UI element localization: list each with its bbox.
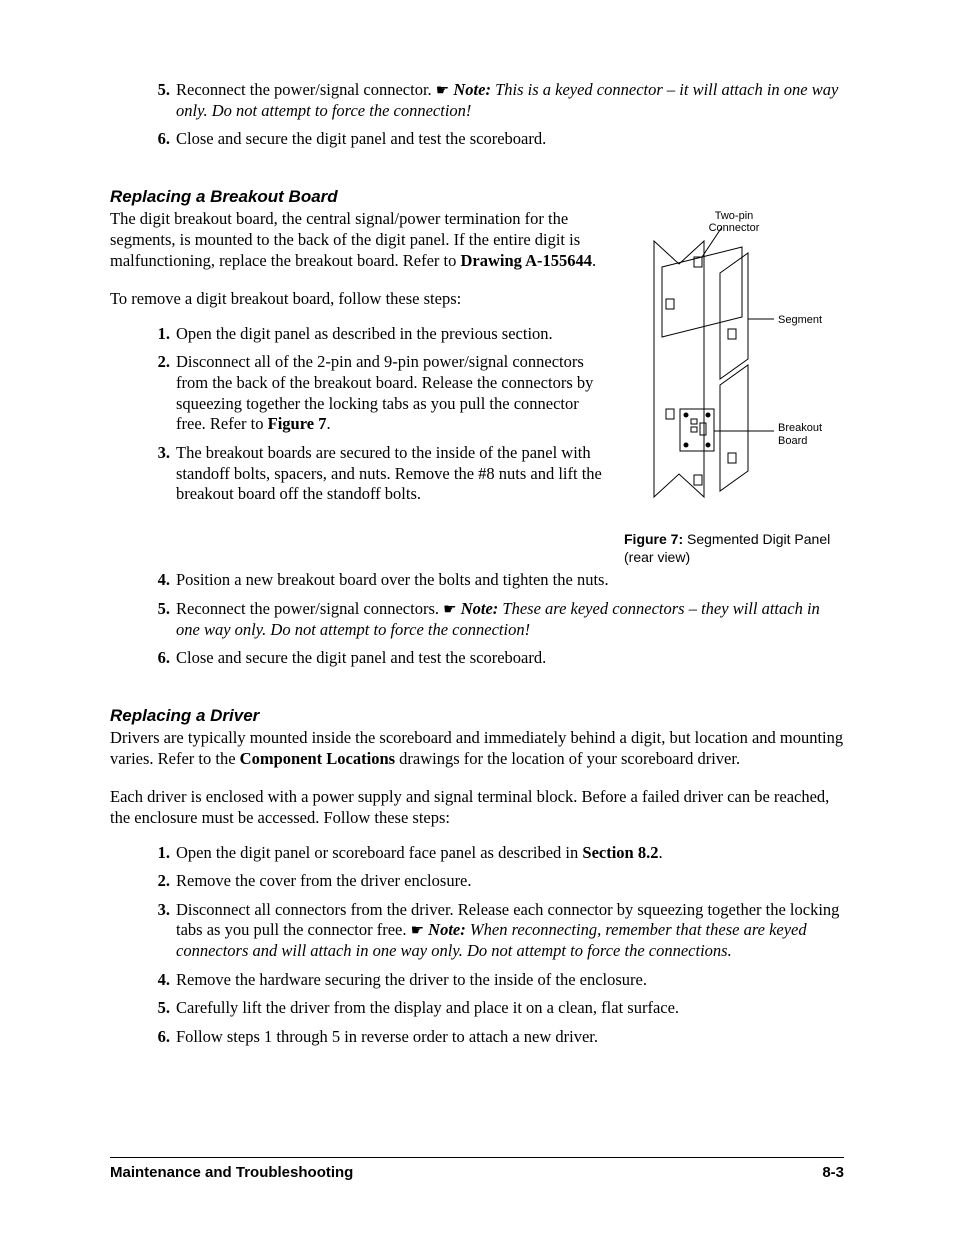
heading-breakout: Replacing a Breakout Board	[110, 186, 844, 207]
list-item-number: 2.	[148, 871, 170, 892]
list-item-body: Carefully lift the driver from the displ…	[176, 998, 679, 1017]
list-item-body: Reconnect the power/signal connectors. ☛…	[176, 599, 820, 639]
label-segment: Segment	[778, 314, 822, 326]
list-driver: 1. Open the digit panel or scoreboard fac…	[110, 843, 844, 1048]
list-item: 2. Remove the cover from the driver enclo…	[148, 871, 844, 892]
page-footer: Maintenance and Troubleshooting 8-3	[110, 1157, 844, 1181]
list-item-body: Open the digit panel or scoreboard face …	[176, 843, 663, 862]
list-item-body: Remove the cover from the driver enclosu…	[176, 871, 472, 890]
list-item-body: Close and secure the digit panel and tes…	[176, 648, 546, 667]
list-item-number: 1.	[148, 843, 170, 864]
list-item-body: Open the digit panel as described in the…	[176, 324, 553, 343]
list-item-number: 2.	[148, 352, 170, 373]
list-item-number: 4.	[148, 570, 170, 591]
label-twopin-l1: Two-pin	[715, 210, 754, 222]
list-item-body: Close and secure the digit panel and tes…	[176, 129, 546, 148]
driver-para1: Drivers are typically mounted inside the…	[110, 728, 844, 769]
list-item-body: Disconnect all of the 2-pin and 9-pin po…	[176, 352, 593, 433]
list-item: 5. Carefully lift the driver from the dis…	[148, 998, 844, 1019]
figure7-svg: Two-pin Connector Segment Breakout Board	[624, 209, 844, 519]
label-breakout-l2: Board	[778, 435, 807, 447]
list-item-body: Follow steps 1 through 5 in reverse orde…	[176, 1027, 598, 1046]
breakout-two-col: The digit breakout board, the central si…	[110, 209, 844, 566]
list-item: 5. Reconnect the power/signal connector. …	[148, 80, 844, 121]
list-item: 4. Remove the hardware securing the drive…	[148, 970, 844, 991]
list-item-body: Reconnect the power/signal connector. ☛ …	[176, 80, 838, 120]
figure7-caption: Figure 7: Segmented Digit Panel (rear vi…	[624, 530, 844, 566]
breakout-intro: The digit breakout board, the central si…	[110, 209, 604, 271]
list-item-body: Disconnect all connectors from the drive…	[176, 900, 839, 960]
driver-para2: Each driver is enclosed with a power sup…	[110, 787, 844, 828]
list-item-body: The breakout boards are secured to the i…	[176, 443, 602, 503]
list-item: 1. Open the digit panel as described in t…	[148, 324, 604, 345]
label-twopin-l2: Connector	[709, 222, 760, 234]
list-item: 5. Reconnect the power/signal connectors.…	[148, 599, 844, 640]
list-item-number: 6.	[148, 1027, 170, 1048]
list-item: 6. Close and secure the digit panel and t…	[148, 129, 844, 150]
list-item-number: 4.	[148, 970, 170, 991]
list-item-number: 6.	[148, 648, 170, 669]
list-item-number: 6.	[148, 129, 170, 150]
list-item: 3. The breakout boards are secured to the…	[148, 443, 604, 505]
label-breakout-l1: Breakout	[778, 422, 822, 434]
list-item-number: 1.	[148, 324, 170, 345]
breakout-leadin: To remove a digit breakout board, follow…	[110, 289, 604, 310]
breakout-left-col: The digit breakout board, the central si…	[110, 209, 604, 513]
list-item-number: 3.	[148, 900, 170, 921]
list-breakout-full: 4. Position a new breakout board over the…	[110, 570, 844, 669]
list-top: 5. Reconnect the power/signal connector. …	[110, 80, 844, 150]
figure7-container: Two-pin Connector Segment Breakout Board…	[624, 209, 844, 566]
list-item-number: 5.	[148, 599, 170, 620]
footer-title: Maintenance and Troubleshooting	[110, 1164, 353, 1181]
list-item-number: 5.	[148, 80, 170, 101]
list-item: 3. Disconnect all connectors from the dri…	[148, 900, 844, 962]
list-item-number: 5.	[148, 998, 170, 1019]
page: 5. Reconnect the power/signal connector. …	[0, 0, 954, 1235]
list-item-number: 3.	[148, 443, 170, 464]
list-item: 1. Open the digit panel or scoreboard fac…	[148, 843, 844, 864]
list-breakout-left: 1. Open the digit panel as described in t…	[110, 324, 604, 505]
heading-driver: Replacing a Driver	[110, 705, 844, 726]
list-item-body: Remove the hardware securing the driver …	[176, 970, 647, 989]
footer-page-number: 8-3	[822, 1164, 844, 1181]
content-body: 5. Reconnect the power/signal connector. …	[110, 80, 844, 1048]
figure7-caption-bold: Figure 7:	[624, 531, 683, 547]
list-item: 4. Position a new breakout board over the…	[148, 570, 844, 591]
list-item: 2. Disconnect all of the 2-pin and 9-pin …	[148, 352, 604, 435]
list-item-body: Position a new breakout board over the b…	[176, 570, 609, 589]
list-item: 6. Follow steps 1 through 5 in reverse or…	[148, 1027, 844, 1048]
list-item: 6. Close and secure the digit panel and t…	[148, 648, 844, 669]
